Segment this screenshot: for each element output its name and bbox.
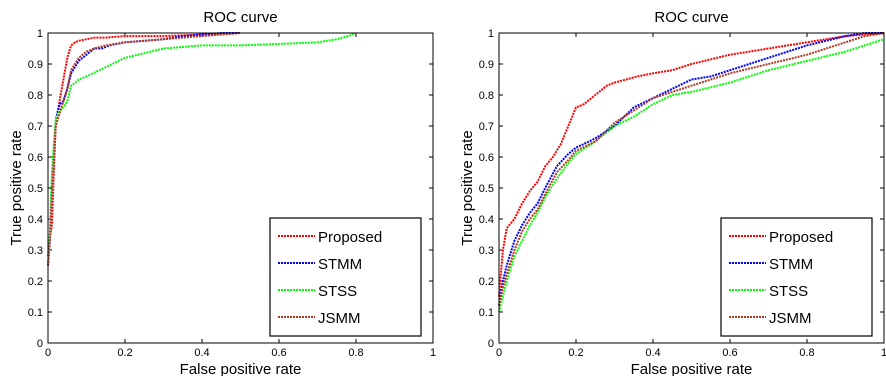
chart-title: ROC curve: [654, 9, 728, 26]
series-line-stmm: [498, 32, 884, 306]
legend-label-stmm: STMM: [318, 256, 362, 273]
y-tick-label: 0.7: [28, 121, 43, 133]
x-tick-label: 0.6: [722, 347, 737, 359]
legend-box: [269, 217, 422, 337]
y-tick-label: 0.1: [479, 307, 494, 319]
x-tick-label: 1: [881, 347, 886, 359]
y-tick-label: 0.8: [479, 90, 494, 102]
y-tick-label: 0: [37, 338, 43, 350]
y-tick-label: 0.4: [479, 214, 494, 226]
y-axis-label: True positive rate: [8, 130, 25, 245]
plot-frame: [498, 32, 885, 344]
x-tick-label: 0.2: [117, 347, 132, 359]
legend-label-proposed: Proposed: [318, 229, 382, 246]
roc-chart-2: ROC curve True positive rate False positiv…: [459, 9, 886, 376]
legend: Proposed STMM STSS JSMM: [269, 217, 422, 337]
y-tick-label: 0.3: [479, 245, 494, 257]
y-tick-label: 0.4: [28, 214, 43, 226]
x-tick-label: 0.8: [799, 347, 814, 359]
x-tick-label: 0.8: [348, 347, 363, 359]
x-tick-label: 0.2: [568, 347, 583, 359]
y-tick-label: 0.5: [479, 183, 494, 195]
series-line-stss: [498, 38, 885, 313]
series-line-jsmm: [498, 32, 885, 307]
chart-title: ROC curve: [203, 9, 277, 26]
y-tick-label: 0.6: [28, 152, 43, 164]
x-axis-label: False positive rate: [631, 361, 753, 376]
series-line-proposed: [498, 32, 885, 297]
series-line-jsmm: [47, 32, 241, 266]
y-tick-label: 0.1: [28, 307, 43, 319]
y-tick-label: 0.3: [28, 245, 43, 257]
series-line-proposed: [47, 32, 241, 266]
legend-label-jsmm: JSMM: [318, 310, 361, 327]
series-line-stss: [47, 32, 357, 257]
legend-label-stmm: STMM: [769, 256, 813, 273]
x-tick-label: 0.4: [194, 347, 209, 359]
legend-label-stss: STSS: [318, 283, 357, 300]
x-tick-label: 0: [45, 347, 51, 359]
y-tick-label: 1: [488, 28, 494, 40]
y-tick-label: 0: [488, 338, 494, 350]
legend-label-proposed: Proposed: [769, 229, 833, 246]
y-tick-label: 0.9: [479, 59, 494, 71]
y-tick-label: 0.6: [479, 152, 494, 164]
x-tick-label: 0.6: [271, 347, 286, 359]
y-tick-label: 1: [37, 28, 43, 40]
legend-label-stss: STSS: [769, 283, 808, 300]
y-tick-label: 0.2: [28, 276, 43, 288]
roc-chart-1: ROC curve True positive rate False positiv…: [8, 9, 436, 376]
legend: Proposed STMM STSS JSMM: [720, 217, 873, 337]
x-tick-label: 0: [496, 347, 502, 359]
y-tick-label: 0.2: [479, 276, 494, 288]
x-tick-label: 1: [430, 347, 436, 359]
y-tick-label: 0.8: [28, 90, 43, 102]
y-tick-label: 0.7: [479, 121, 494, 133]
legend-box: [720, 217, 873, 337]
series-line-stmm: [47, 32, 241, 257]
y-axis-label: True positive rate: [459, 130, 476, 245]
x-tick-label: 0.4: [645, 347, 660, 359]
x-axis-label: False positive rate: [180, 361, 302, 376]
y-tick-label: 0.5: [28, 183, 43, 195]
legend-label-jsmm: JSMM: [769, 310, 812, 327]
y-tick-label: 0.9: [28, 59, 43, 71]
plot-frame: [47, 32, 434, 344]
